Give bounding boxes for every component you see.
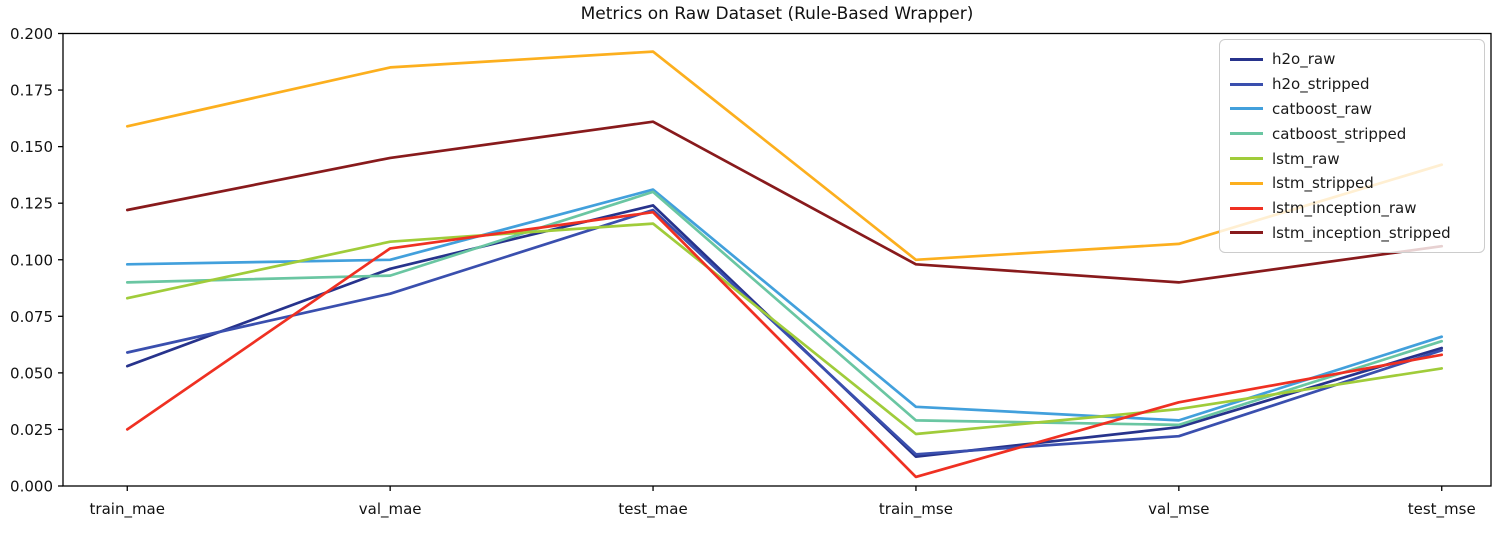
y-axis-tick-label: 0.025 bbox=[10, 421, 53, 439]
y-axis-tick-label: 0.125 bbox=[10, 195, 53, 213]
series-line-lstm_raw bbox=[125, 222, 1444, 436]
legend-item-lstm_inception_stripped: lstm_inception_stripped bbox=[1230, 221, 1474, 246]
legend-swatch-catboost_raw bbox=[1230, 107, 1263, 111]
legend-swatch-h2o_raw bbox=[1230, 57, 1263, 61]
series-line-catboost_raw bbox=[125, 188, 1444, 422]
legend-item-catboost_stripped: catboost_stripped bbox=[1230, 121, 1474, 146]
y-axis-tick-label: 0.075 bbox=[10, 308, 53, 326]
series-line-lstm_inception_raw bbox=[125, 210, 1444, 479]
y-axis-tick-label: 0.150 bbox=[10, 138, 53, 156]
legend-item-h2o_raw: h2o_raw bbox=[1230, 47, 1474, 72]
series-line-h2o_stripped bbox=[125, 208, 1444, 456]
y-axis-tick-label: 0.100 bbox=[10, 251, 53, 269]
legend: h2o_raw h2o_stripped catboost_raw catboost_… bbox=[1219, 39, 1485, 254]
legend-swatch-lstm_raw bbox=[1230, 157, 1263, 161]
x-axis-tick-label: train_mse bbox=[879, 500, 953, 519]
x-axis-tick-label: train_mae bbox=[90, 500, 165, 519]
legend-label: lstm_raw bbox=[1272, 149, 1340, 168]
legend-item-lstm_raw: lstm_raw bbox=[1230, 146, 1474, 171]
y-axis-tick-label: 0.200 bbox=[10, 25, 53, 43]
x-axis-tick-label: test_mse bbox=[1408, 500, 1476, 519]
x-axis-tick-label: test_mae bbox=[618, 500, 687, 519]
legend-swatch-h2o_stripped bbox=[1230, 82, 1263, 86]
legend-label: lstm_inception_stripped bbox=[1272, 223, 1451, 242]
series-line-lstm_inception_stripped bbox=[125, 120, 1444, 284]
legend-label: h2o_raw bbox=[1272, 50, 1336, 69]
legend-swatch-lstm_inception_raw bbox=[1230, 206, 1263, 210]
legend-label: catboost_raw bbox=[1272, 99, 1373, 118]
legend-item-lstm_inception_raw: lstm_inception_raw bbox=[1230, 196, 1474, 221]
x-axis-tick-label: val_mae bbox=[359, 500, 422, 519]
y-axis-tick-label: 0.000 bbox=[10, 478, 53, 496]
x-axis-tick-label: val_mse bbox=[1148, 500, 1209, 519]
legend-label: h2o_stripped bbox=[1272, 75, 1370, 94]
legend-swatch-catboost_stripped bbox=[1230, 132, 1263, 136]
legend-item-h2o_stripped: h2o_stripped bbox=[1230, 72, 1474, 97]
y-axis-tick-label: 0.050 bbox=[10, 364, 53, 382]
legend-label: catboost_stripped bbox=[1272, 124, 1407, 143]
legend-label: lstm_inception_raw bbox=[1272, 199, 1417, 218]
y-axis-tick-label: 0.175 bbox=[10, 82, 53, 100]
legend-item-catboost_raw: catboost_raw bbox=[1230, 97, 1474, 122]
chart-title: Metrics on Raw Dataset (Rule-Based Wrapp… bbox=[580, 4, 974, 24]
series-line-catboost_stripped bbox=[125, 190, 1444, 427]
legend-item-lstm_stripped: lstm_stripped bbox=[1230, 171, 1474, 196]
legend-label: lstm_stripped bbox=[1272, 174, 1374, 193]
legend-swatch-lstm_stripped bbox=[1230, 181, 1263, 185]
legend-swatch-lstm_inception_stripped bbox=[1230, 231, 1263, 235]
